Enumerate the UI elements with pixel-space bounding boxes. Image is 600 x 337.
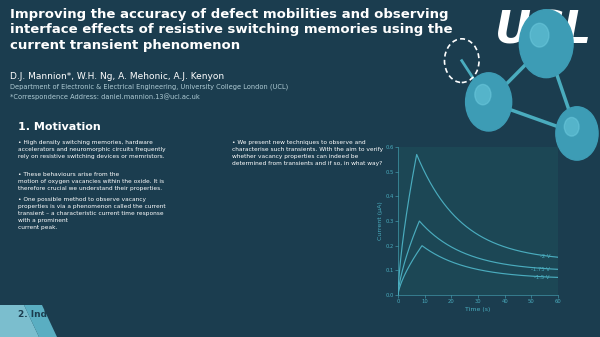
Polygon shape: [0, 305, 39, 337]
Text: • High density switching memories, hardware
accelerators and neuromorphic circui: • High density switching memories, hardw…: [18, 140, 166, 159]
Circle shape: [475, 85, 491, 105]
Text: 1. Motivation: 1. Motivation: [18, 122, 101, 132]
Polygon shape: [24, 305, 57, 337]
Circle shape: [466, 73, 512, 131]
Text: -2 V: -2 V: [539, 254, 550, 259]
Text: -1.75 V: -1.75 V: [531, 267, 550, 272]
Text: D.J. Mannion*, W.H. Ng, A. Mehonic, A.J. Kenyon: D.J. Mannion*, W.H. Ng, A. Mehonic, A.J.…: [10, 72, 224, 81]
Circle shape: [556, 107, 598, 160]
Text: Department of Electronic & Electrical Engineering, University College London (UC: Department of Electronic & Electrical En…: [10, 84, 288, 91]
Circle shape: [530, 23, 549, 47]
Text: • One possible method to observe vacancy
properties is via a phenomenon called t: • One possible method to observe vacancy…: [18, 197, 166, 230]
Circle shape: [564, 117, 579, 136]
X-axis label: Time (s): Time (s): [466, 307, 491, 312]
Circle shape: [520, 10, 573, 78]
Text: • We present new techniques to observe and
characterise such transients. With th: • We present new techniques to observe a…: [232, 140, 383, 166]
Text: -1.5 V: -1.5 V: [535, 275, 550, 280]
Text: 2. Inducing Transients: 2. Inducing Transients: [18, 310, 131, 319]
Text: Improving the accuracy of defect mobilities and observing
interface effects of r: Improving the accuracy of defect mobilit…: [10, 8, 452, 52]
Text: • These behaviours arise from the
motion of oxygen vacancies within the oxide. I: • These behaviours arise from the motion…: [18, 172, 164, 191]
Text: *Correspondence Address: daniel.mannion.13@ucl.ac.uk: *Correspondence Address: daniel.mannion.…: [10, 93, 200, 100]
Text: UCL: UCL: [495, 10, 592, 53]
Y-axis label: Current (μA): Current (μA): [377, 202, 383, 240]
